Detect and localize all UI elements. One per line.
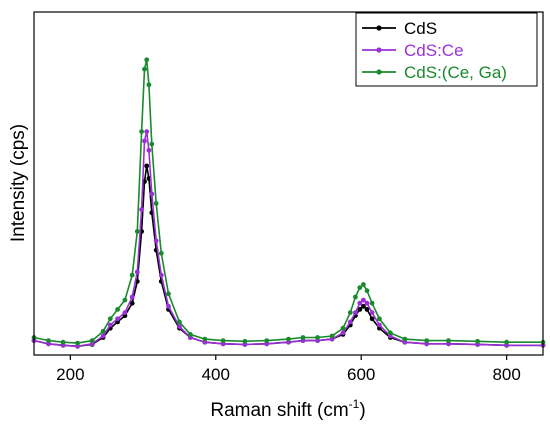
data-point-cds-ce-ga	[187, 332, 193, 337]
data-point-cds-ce-ga	[220, 338, 226, 343]
x-axis-label: Raman shift (cm-1)	[210, 397, 365, 421]
legend-marker-cds-ce-ga	[376, 69, 382, 75]
legend-marker-cds-ce	[376, 47, 382, 53]
data-point-cds	[369, 316, 375, 322]
data-point-cds-ce	[166, 303, 171, 309]
data-point-cds-ce	[149, 191, 155, 197]
data-point-cds-ce-ga	[357, 285, 363, 290]
data-point-cds-ce	[361, 297, 366, 303]
x-tick-label: 800	[492, 365, 520, 384]
data-point-cds-ce-ga	[89, 338, 95, 343]
legend-label-cds: CdS	[404, 19, 437, 38]
data-point-cds-ce-ga	[177, 319, 182, 325]
data-point-cds-ce	[146, 147, 152, 153]
data-point-cds-ce	[122, 310, 128, 315]
series-line-cds-ce	[33, 131, 543, 348]
data-point-cds-ce	[129, 294, 135, 300]
data-point-cds-ce-ga	[315, 335, 320, 340]
data-point-cds-ce-ga	[129, 272, 135, 278]
data-point-cds-ce-ga	[149, 141, 155, 147]
data-point-cds-ce-ga	[144, 57, 150, 63]
data-point-cds-ce-ga	[329, 333, 335, 339]
data-point-cds-ce-ga	[115, 307, 120, 312]
data-point-cds-ce	[357, 300, 363, 306]
data-point-cds	[361, 303, 366, 309]
data-point-cds-ce-ga	[242, 338, 248, 344]
data-point-cds-ce-ga	[424, 338, 430, 343]
data-point-cds-ce	[364, 300, 370, 306]
data-point-cds-ce-ga	[158, 250, 164, 256]
data-point-cds-ce-ga	[504, 339, 509, 345]
data-point-cds	[364, 307, 370, 312]
data-point-cds-ce-ga	[202, 336, 208, 342]
series-lines	[31, 57, 546, 349]
legend-label-cds-ce-ga: CdS:(Ce, Ga)	[404, 63, 507, 82]
data-point-cds-ce-ga	[340, 325, 346, 331]
data-point-cds-ce-ga	[347, 310, 353, 315]
data-point-cds-ce-ga	[122, 297, 128, 303]
data-point-cds-ce	[177, 324, 182, 329]
data-point-cds-ce-ga	[300, 335, 306, 340]
data-point-cds-ce-ga	[402, 336, 408, 342]
legend-marker-cds	[376, 25, 382, 31]
data-point-cds-ce	[142, 138, 147, 144]
data-point-cds-ce	[139, 207, 145, 213]
x-tick-label: 600	[347, 365, 375, 384]
data-point-cds-ce-ga	[369, 300, 375, 306]
legend-label-cds-ce: CdS:Ce	[404, 41, 464, 60]
data-point-cds-ce	[369, 310, 375, 315]
data-point-cds-ce	[347, 319, 353, 325]
legend: CdS CdS:Ce CdS:(Ce, Ga)	[355, 12, 538, 87]
data-point-cds-ce	[153, 238, 159, 244]
data-point-cds-ce-ga	[387, 330, 393, 336]
data-point-cds-ce-ga	[286, 336, 291, 342]
data-point-cds-ce-ga	[364, 288, 370, 294]
data-point-cds-ce-ga	[75, 340, 80, 346]
data-point-cds	[357, 307, 363, 312]
x-tick-label: 400	[202, 365, 230, 384]
data-point-cds-ce-ga	[361, 282, 366, 287]
data-point-cds-ce-ga	[353, 294, 358, 300]
data-point-cds-ce-ga	[134, 229, 140, 234]
data-point-cds-ce-ga	[446, 338, 451, 343]
data-point-cds-ce	[144, 129, 150, 135]
data-point-cds-ce-ga	[142, 66, 147, 72]
data-point-cds-ce-ga	[377, 316, 382, 322]
data-point-cds-ce-ga	[146, 82, 152, 88]
data-point-cds-ce	[340, 330, 346, 336]
data-point-cds-ce-ga	[166, 291, 171, 297]
data-point-cds-ce-ga	[264, 338, 270, 343]
data-point-cds	[144, 163, 150, 169]
data-point-cds-ce	[100, 333, 106, 339]
data-point-cds-ce-ga	[153, 201, 159, 206]
data-point-cds-ce	[115, 316, 120, 322]
data-point-cds-ce-ga	[139, 129, 145, 135]
x-tick-label: 200	[56, 365, 84, 384]
data-point-cds-ce	[134, 269, 140, 275]
series-line-cds-ce-ga	[33, 59, 543, 344]
data-point-cds-ce-ga	[60, 339, 66, 345]
data-point-cds-ce-ga	[107, 316, 113, 322]
data-point-cds-ce-ga	[46, 338, 51, 343]
data-point-cds-ce	[353, 310, 358, 315]
x-axis: 200 400 600 800	[56, 355, 521, 384]
y-axis-label: Intensity (cps)	[8, 124, 29, 242]
data-point-cds-ce	[107, 322, 113, 328]
data-point-cds-ce	[377, 322, 382, 328]
data-point-cds-ce	[158, 272, 164, 278]
plot-frame	[33, 11, 544, 356]
data-point-cds-ce-ga	[475, 338, 480, 344]
data-point-cds	[129, 300, 135, 306]
data-point-cds-ce-ga	[100, 328, 106, 334]
